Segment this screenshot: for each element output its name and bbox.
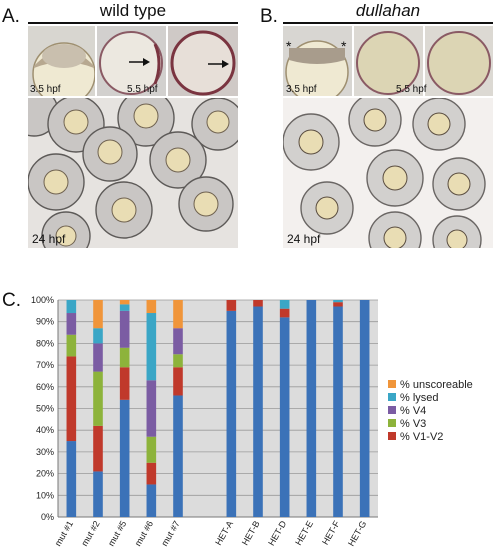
panel-a-letter: A. <box>2 6 20 27</box>
x-tick-label: mut #7 <box>159 519 181 548</box>
y-tick-label: 10% <box>36 490 54 500</box>
y-tick-label: 40% <box>36 425 54 435</box>
x-tick-label: HET-G <box>346 519 368 548</box>
bar-segment-normal <box>119 399 130 517</box>
x-tick-label: HET-A <box>213 519 235 547</box>
wt-24hpf-label: 24 hpf <box>32 232 66 246</box>
x-tick-label: HET-F <box>320 519 342 547</box>
wt-24hpf-photo <box>28 98 238 248</box>
bar-segment-V4 <box>119 310 130 348</box>
y-tick-label: 50% <box>36 404 54 414</box>
legend-label-lysed: % lysed <box>400 392 439 404</box>
bar-segment-normal <box>359 300 370 517</box>
panel-a-title: wild type <box>99 1 167 20</box>
bar-segment-V1-V2 <box>173 367 183 396</box>
x-tick-label: mut #2 <box>79 519 101 548</box>
bar-segment-unscoreable <box>146 300 157 314</box>
dul-5-5hpf-photo-a <box>354 26 423 96</box>
legend-swatch-lysed <box>388 393 396 401</box>
x-tick-label: mut #1 <box>53 519 75 548</box>
y-tick-label: 20% <box>36 469 54 479</box>
bar-segment-lysed <box>333 300 343 303</box>
bar-segment-V1-V2 <box>226 300 237 311</box>
panel-b-title: dullahan <box>355 1 421 20</box>
bar-segment-V3 <box>119 347 130 368</box>
bar-segment-unscoreable <box>173 300 183 329</box>
bar-segment-V3 <box>93 371 103 426</box>
wt-5-5hpf-label: 5.5 hpf <box>127 84 158 95</box>
x-tick-label: mut #5 <box>106 519 128 548</box>
stacked-bar-chart: 0%10%20%30%40%50%60%70%80%90%100%mut #1 m… <box>31 295 473 548</box>
bar-segment-V4 <box>146 380 157 437</box>
x-tick-label: HET-E <box>293 519 315 547</box>
y-tick-label: 60% <box>36 382 54 392</box>
legend-swatch-V4 <box>388 406 396 414</box>
bar-segment-V4 <box>66 313 77 335</box>
bar-segment-unscoreable <box>93 300 103 329</box>
dul-asterisk-right: * <box>341 38 347 54</box>
bar-segment-normal <box>279 317 290 517</box>
dul-3-5hpf-photo <box>283 26 352 96</box>
bar-segment-lysed <box>119 304 130 311</box>
panel-b-letter: B. <box>260 6 278 27</box>
x-tick-label: HET-D <box>266 519 288 548</box>
dul-24hpf-photo <box>283 98 493 248</box>
legend-label-unscoreable: % unscoreable <box>400 379 473 391</box>
bar-segment-V1-V2 <box>279 308 290 318</box>
y-tick-label: 70% <box>36 360 54 370</box>
bar-segment-normal <box>146 484 157 517</box>
legend-label-V3: % V3 <box>400 418 426 430</box>
bar-segment-normal <box>306 300 317 517</box>
bar-segment-V4 <box>173 328 183 355</box>
bar-segment-lysed <box>146 313 157 381</box>
bar-segment-V3 <box>66 334 77 357</box>
bar-segment-normal <box>333 306 343 517</box>
bar-segment-V1-V2 <box>146 462 157 485</box>
bar-segment-V4 <box>93 343 103 372</box>
dul-asterisk-left: * <box>286 38 292 54</box>
bar-segment-lysed <box>66 300 77 314</box>
bar-segment-V3 <box>146 436 157 463</box>
legend-swatch-V3 <box>388 419 396 427</box>
bar-segment-normal <box>253 306 263 517</box>
wt-5-5hpf-photo-b <box>168 26 238 96</box>
y-tick-label: 0% <box>41 512 54 522</box>
dul-3-5hpf-label: 3.5 hpf <box>286 84 317 95</box>
dul-24hpf-label: 24 hpf <box>287 232 321 246</box>
bar-segment-V1-V2 <box>333 302 343 307</box>
legend-swatch-unscoreable <box>388 380 396 388</box>
bar-segment-lysed <box>93 328 103 344</box>
bar-segment-V1-V2 <box>119 367 130 400</box>
legend-label-V1-V2: % V1-V2 <box>400 431 443 443</box>
bar-segment-normal <box>93 471 103 517</box>
wt-5-5hpf-photo-a <box>97 26 166 96</box>
y-tick-label: 90% <box>36 317 54 327</box>
y-tick-label: 100% <box>31 295 54 305</box>
wt-3-5hpf-label: 3.5 hpf <box>30 84 61 95</box>
y-tick-label: 30% <box>36 447 54 457</box>
bar-segment-normal <box>173 395 183 517</box>
legend-label-V4: % V4 <box>400 405 426 417</box>
bar-segment-V3 <box>173 354 183 368</box>
dul-5-5hpf-label: 5.5 hpf <box>396 84 427 95</box>
bar-segment-V1-V2 <box>253 300 263 307</box>
bar-segment-lysed <box>279 300 290 309</box>
bar-segment-unscoreable <box>119 300 130 305</box>
x-tick-label: mut #6 <box>133 519 155 548</box>
bar-segment-normal <box>66 441 77 517</box>
bar-segment-V1-V2 <box>66 356 77 442</box>
panel-c-letter: C. <box>2 290 21 311</box>
bar-segment-V1-V2 <box>93 425 103 472</box>
wt-3-5hpf-photo <box>28 26 95 96</box>
panel-b-rule <box>283 22 493 24</box>
panel-a-rule <box>28 22 238 24</box>
legend-swatch-V1-V2 <box>388 432 396 440</box>
y-tick-label: 80% <box>36 338 54 348</box>
x-tick-label: HET-B <box>240 519 262 547</box>
bar-segment-normal <box>226 310 237 517</box>
dul-5-5hpf-photo-b <box>425 26 493 96</box>
